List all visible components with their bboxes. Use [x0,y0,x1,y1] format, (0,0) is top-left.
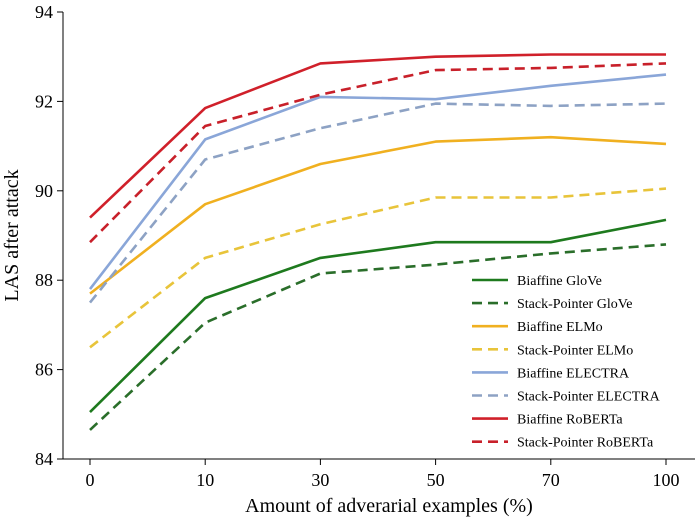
legend-label: Stack-Pointer ELMo [517,343,633,358]
series-line-stack-pointer-elmo [89,187,667,349]
y-tick-label: 92 [35,91,53,111]
series-layer [88,53,667,431]
y-tick-label: 94 [35,2,53,22]
y-tick-label: 90 [35,181,53,201]
y-axis-title: LAS after attack [1,169,23,301]
y-tick-label: 86 [35,360,53,380]
y-tick-label: 88 [35,270,53,290]
legend-label: Stack-Pointer ELECTRA [517,390,661,405]
series-line-biaffine-roberta [89,53,666,219]
series-line-biaffine-elmo [89,135,667,295]
series-line-stack-pointer-electra [88,102,667,304]
y-axis: 84 86 88 90 92 94 [35,2,64,469]
x-tick-label: 50 [427,470,445,490]
series-line-stack-pointer-glove [89,243,667,431]
legend-label: Biaffine ELMo [517,320,603,335]
x-tick-label: 100 [653,470,680,490]
legend-label: Stack-Pointer GloVe [517,297,632,312]
series-line-stack-pointer-roberta [89,62,667,244]
x-tick-label: 10 [196,470,214,490]
y-tick-label: 84 [35,449,53,469]
series-line-biaffine-electra [88,73,667,290]
x-tick-label: 30 [311,470,329,490]
legend: Biaffine GloVe Stack-Pointer GloVe Biaffin… [472,274,661,451]
legend-label: Stack-Pointer RoBERTa [517,436,654,451]
x-tick-label: 70 [542,470,560,490]
x-axis-title: Amount of adverarial examples (%) [245,495,533,517]
legend-label: Biaffine ELECTRA [517,366,630,381]
legend-label: Biaffine GloVe [517,274,602,289]
x-tick-label: 0 [86,470,95,490]
series-line-biaffine-glove [89,218,667,414]
x-axis: 0 10 30 50 70 100 [63,458,695,490]
legend-label: Biaffine RoBERTa [517,413,623,428]
